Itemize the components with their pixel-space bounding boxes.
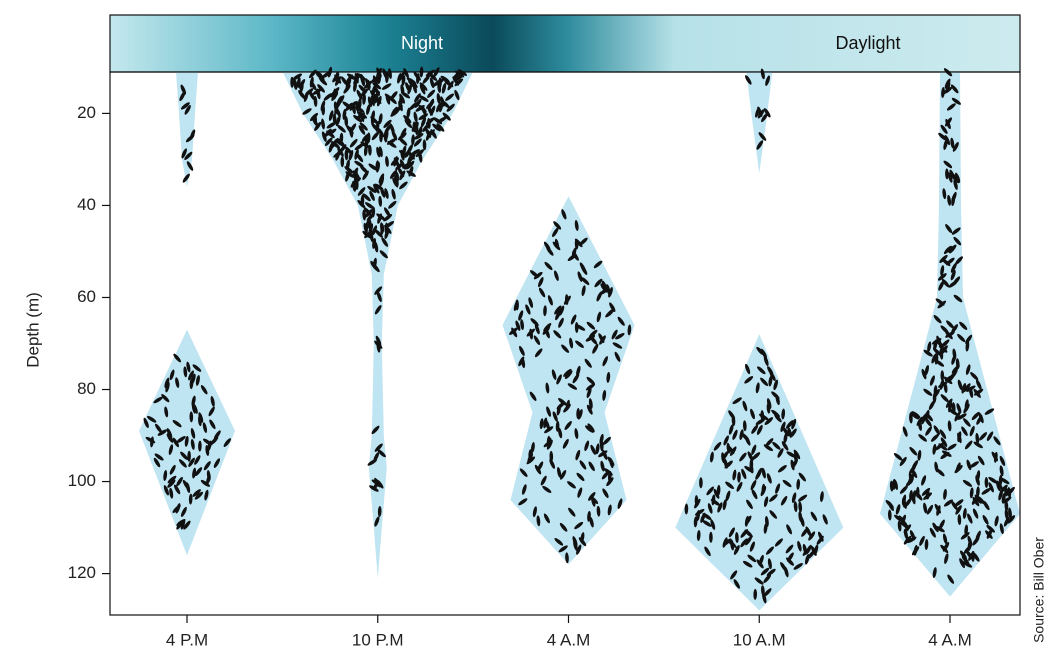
y-tick-label: 40	[77, 195, 96, 214]
header-daylight: Daylight	[835, 33, 900, 53]
y-tick-label: 60	[77, 287, 96, 306]
x-tick-label: 10 A.M	[733, 630, 786, 649]
y-tick-label: 100	[68, 471, 96, 490]
source-credit: Source: Bill Ober	[1031, 537, 1047, 643]
x-tick-label: 4 A.M	[928, 630, 971, 649]
copepod-icon	[709, 532, 713, 543]
copepod-icon	[699, 477, 703, 488]
x-tick-label: 10 P.M	[352, 630, 404, 649]
copepod-icon	[379, 131, 383, 142]
y-tick-label: 120	[68, 563, 96, 582]
y-tick-label: 20	[77, 103, 96, 122]
y-axis-label: Depth (m)	[23, 292, 42, 368]
header-night: Night	[401, 33, 443, 53]
x-tick-label: 4 A.M	[547, 630, 590, 649]
y-tick-label: 80	[77, 379, 96, 398]
chart: Night Daylight Depth (m) Source: Bill Ob…	[0, 0, 1052, 666]
copepod-icon	[341, 156, 345, 167]
x-tick-label: 4 P.M	[166, 630, 208, 649]
plot-area	[139, 66, 1020, 610]
distribution-shape	[746, 72, 772, 173]
